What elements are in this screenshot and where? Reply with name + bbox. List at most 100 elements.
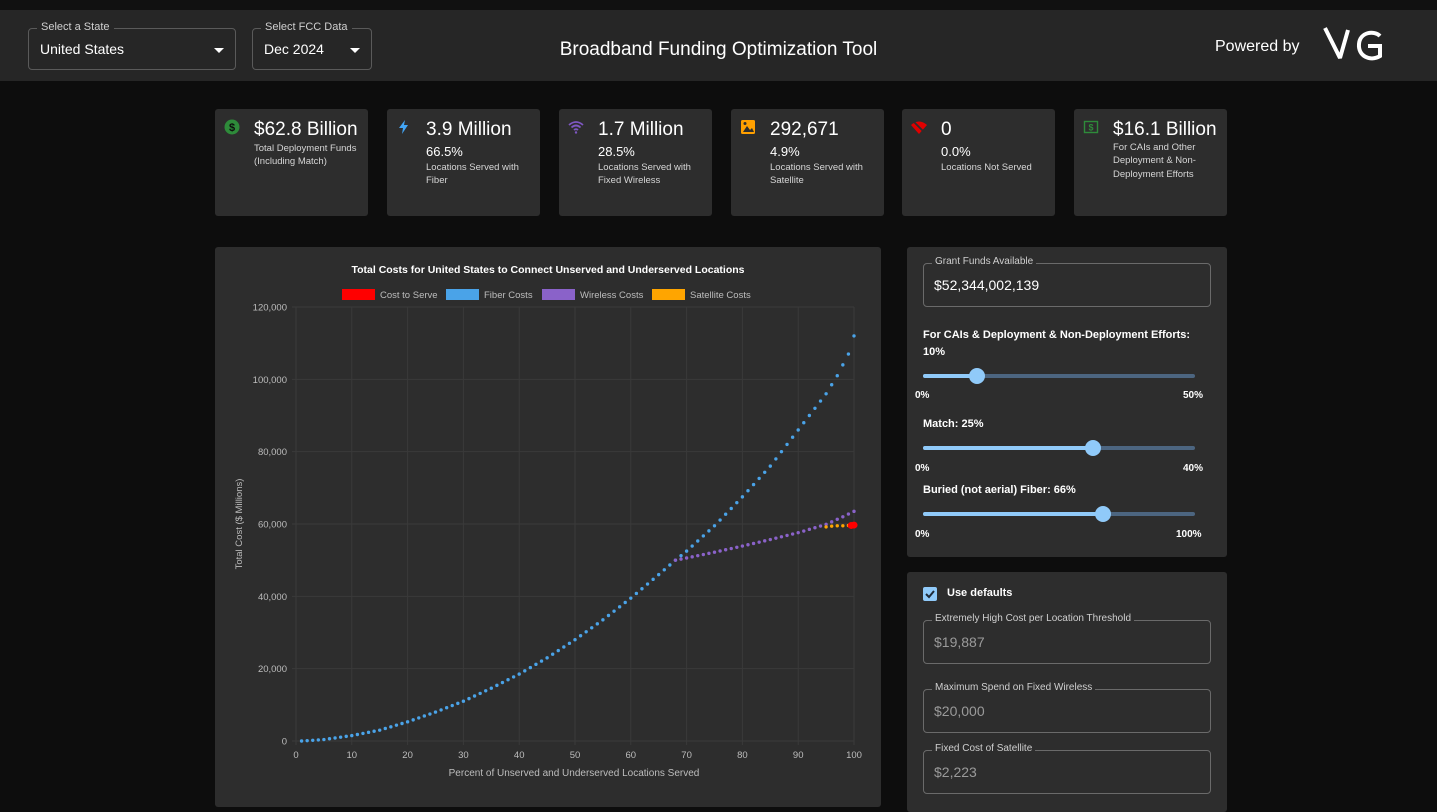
data-point bbox=[411, 718, 415, 722]
legend-label: Cost to Serve bbox=[380, 290, 438, 301]
data-point bbox=[444, 706, 449, 710]
cai-slider-thumb[interactable] bbox=[969, 368, 986, 384]
match-slider-thumb[interactable] bbox=[1085, 440, 1101, 456]
data-point bbox=[757, 540, 761, 544]
buried-min-label: 0% bbox=[915, 529, 930, 540]
data-point bbox=[511, 675, 516, 679]
data-point bbox=[701, 552, 706, 557]
kpi-label: Fixed Wireless bbox=[598, 175, 661, 186]
chevron-down-icon bbox=[350, 48, 360, 53]
kpi-label: Locations Served with bbox=[770, 162, 863, 173]
data-point bbox=[757, 476, 761, 481]
data-point bbox=[802, 529, 806, 533]
data-point bbox=[500, 680, 505, 685]
state-select-value: United States bbox=[40, 41, 125, 57]
x-tick-label: 90 bbox=[793, 750, 804, 761]
max-wireless-value: $20,000 bbox=[934, 703, 985, 719]
data-point bbox=[802, 421, 806, 425]
data-point bbox=[690, 544, 694, 548]
cai-slider[interactable] bbox=[923, 368, 1195, 384]
kpi-label: Locations Served with bbox=[598, 162, 691, 173]
data-point bbox=[813, 406, 817, 410]
buried-slider[interactable] bbox=[923, 506, 1195, 522]
kpi-percent: 0.0% bbox=[941, 144, 971, 159]
data-point bbox=[735, 500, 739, 505]
data-point bbox=[712, 550, 717, 554]
kpi-label: Fiber bbox=[426, 175, 448, 186]
legend-swatch bbox=[652, 289, 685, 300]
kpi-label: Locations Not Served bbox=[941, 162, 1032, 173]
kpi-cai-efforts: $ $16.1 Billion For CAIs and Other Deplo… bbox=[1074, 109, 1227, 216]
data-point bbox=[539, 659, 544, 663]
satellite-cost-field[interactable]: Fixed Cost of Satellite $2,223 bbox=[923, 743, 1211, 794]
page-title: Broadband Funding Optimization Tool bbox=[559, 39, 878, 60]
cai-min-label: 0% bbox=[915, 390, 930, 401]
x-tick-label: 100 bbox=[846, 750, 862, 761]
data-point bbox=[763, 470, 767, 474]
legend-swatch bbox=[342, 289, 375, 300]
kpi-label: Deployment Efforts bbox=[1113, 169, 1194, 180]
grant-funds-field[interactable]: Grant Funds Available $52,344,002,139 bbox=[923, 256, 1211, 307]
x-tick-label: 80 bbox=[737, 750, 748, 761]
state-select[interactable]: Select a State United States bbox=[28, 21, 236, 70]
grant-funds-value: $52,344,002,139 bbox=[934, 277, 1040, 293]
y-axis-label: Total Cost ($ Millions) bbox=[234, 479, 245, 570]
data-point bbox=[378, 728, 382, 732]
data-point bbox=[517, 672, 521, 676]
match-slider[interactable] bbox=[923, 440, 1195, 456]
data-point bbox=[506, 678, 510, 682]
data-point bbox=[400, 721, 404, 726]
data-point bbox=[841, 363, 845, 367]
y-tick-label: 40,000 bbox=[258, 592, 287, 603]
y-tick-label: 20,000 bbox=[258, 664, 287, 675]
chart-legend: Cost to Serve Fiber Costs Wireless Costs Sa… bbox=[342, 289, 751, 301]
max-wireless-field[interactable]: Maximum Spend on Fixed Wireless $20,000 bbox=[923, 682, 1211, 733]
legend-item[interactable]: Wireless Costs bbox=[542, 289, 644, 301]
data-point bbox=[350, 733, 354, 738]
wifi-off-icon bbox=[911, 121, 927, 134]
kpi-percent: 66.5% bbox=[426, 144, 463, 159]
data-point bbox=[835, 374, 839, 378]
kpi-value: 1.7 Million bbox=[598, 119, 684, 140]
kpi-label: Deployment & Non- bbox=[1113, 155, 1196, 166]
data-point bbox=[578, 634, 583, 638]
kpi-percent: 28.5% bbox=[598, 144, 635, 159]
cost-chart-panel: Total Costs for United States to Connect… bbox=[215, 247, 881, 807]
data-point bbox=[829, 383, 834, 387]
chart-grid bbox=[292, 306, 855, 745]
high-cost-threshold-field[interactable]: Extremely High Cost per Location Thresho… bbox=[923, 613, 1211, 664]
data-point bbox=[796, 530, 800, 535]
satellite-icon bbox=[741, 120, 755, 134]
data-point bbox=[612, 609, 616, 613]
kpi-wireless: 1.7 Million 28.5% Locations Served with … bbox=[559, 109, 712, 216]
kpi-value: 3.9 Million bbox=[426, 119, 512, 140]
high-cost-legend: Extremely High Cost per Location Thresho… bbox=[932, 613, 1135, 624]
match-min-label: 0% bbox=[915, 463, 930, 474]
grant-funds-legend: Grant Funds Available bbox=[932, 256, 1037, 267]
data-point bbox=[595, 622, 600, 626]
data-point bbox=[690, 555, 694, 559]
legend-label: Fiber Costs bbox=[484, 290, 533, 301]
kpi-label: For CAIs and Other bbox=[1113, 142, 1196, 153]
buried-slider-fill bbox=[923, 512, 1103, 516]
legend-label: Satellite Costs bbox=[690, 290, 751, 301]
data-point bbox=[852, 334, 856, 338]
legend-item[interactable]: Fiber Costs bbox=[446, 289, 533, 301]
buried-slider-thumb[interactable] bbox=[1094, 506, 1111, 522]
legend-item[interactable]: Satellite Costs bbox=[652, 289, 751, 301]
data-point bbox=[668, 563, 672, 567]
data-point bbox=[751, 482, 756, 487]
data-point bbox=[718, 518, 722, 522]
data-point bbox=[344, 734, 348, 739]
fcc-data-select[interactable]: Select FCC Data Dec 2024 bbox=[252, 21, 372, 70]
cai-max-label: 50% bbox=[1183, 390, 1204, 401]
data-point bbox=[846, 512, 851, 516]
data-point bbox=[774, 536, 778, 540]
data-point bbox=[768, 537, 772, 542]
kpi-label: Locations Served with bbox=[426, 162, 519, 173]
data-point bbox=[556, 648, 560, 653]
svg-text:$: $ bbox=[1088, 123, 1093, 133]
use-defaults-checkbox[interactable] bbox=[923, 587, 937, 601]
legend-item[interactable]: Cost to Serve bbox=[342, 289, 438, 301]
data-point bbox=[545, 656, 549, 660]
